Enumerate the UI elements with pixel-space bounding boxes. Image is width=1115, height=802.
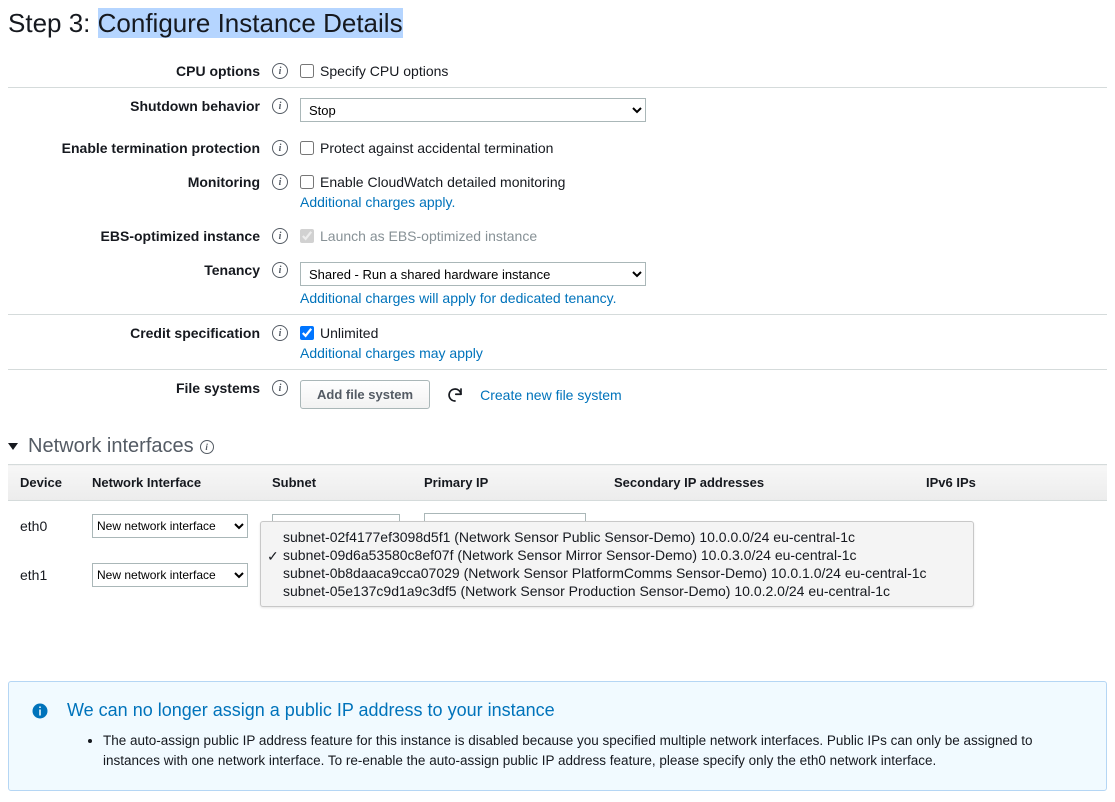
info-icon[interactable]: i (272, 325, 288, 341)
info-circle-icon (31, 702, 49, 720)
public-ip-alert: We can no longer assign a public IP addr… (8, 681, 1107, 791)
cpu-options-checkbox-label: Specify CPU options (320, 63, 448, 79)
termination-checkbox-label: Protect against accidental termination (320, 140, 553, 156)
table-row: eth1 New network interface subnet-02f417… (8, 551, 1107, 599)
create-file-system-link[interactable]: Create new file system (480, 387, 622, 403)
network-interfaces-header[interactable]: Network interfaces i (8, 435, 1107, 458)
subnet-dropdown-list[interactable]: subnet-02f4177ef3098d5f1 (Network Sensor… (260, 521, 974, 607)
monitoring-checkbox-label: Enable CloudWatch detailed monitoring (320, 174, 565, 190)
add-file-system-button[interactable]: Add file system (300, 380, 430, 409)
col-subnet: Subnet (260, 465, 412, 501)
info-icon[interactable]: i (272, 174, 288, 190)
subnet-option[interactable]: ✓subnet-09d6a53580c8ef07f (Network Senso… (261, 546, 973, 564)
col-secondary-ip: Secondary IP addresses (602, 465, 914, 501)
subnet-option[interactable]: subnet-0b8daaca9cca07029 (Network Sensor… (261, 564, 973, 582)
subnet-option-text: subnet-05e137c9d1a9c3df5 (Network Sensor… (283, 583, 890, 599)
title-highlight: Configure Instance Details (98, 8, 403, 38)
tenancy-select[interactable]: Shared - Run a shared hardware instance (300, 262, 646, 286)
monitoring-label: Monitoring (8, 172, 268, 190)
refresh-icon[interactable] (446, 386, 464, 404)
tenancy-charges-link[interactable]: Additional charges will apply for dedica… (300, 290, 1107, 306)
table-header-row: Device Network Interface Subnet Primary … (8, 465, 1107, 501)
tenancy-label: Tenancy (8, 260, 268, 278)
info-icon[interactable]: i (200, 440, 214, 454)
termination-checkbox-row[interactable]: Protect against accidental termination (300, 140, 1107, 156)
ebs-checkbox-label: Launch as EBS-optimized instance (320, 228, 537, 244)
nif-select[interactable]: New network interface (92, 514, 248, 538)
filesystems-label: File systems (8, 378, 268, 396)
credit-checkbox-row[interactable]: Unlimited (300, 325, 1107, 341)
monitoring-checkbox[interactable] (300, 175, 314, 189)
ebs-checkbox-row: Launch as EBS-optimized instance (300, 228, 1107, 244)
subnet-option-text: subnet-02f4177ef3098d5f1 (Network Sensor… (283, 529, 855, 545)
info-icon[interactable]: i (272, 140, 288, 156)
cpu-options-checkbox[interactable] (300, 64, 314, 78)
info-icon[interactable]: i (272, 262, 288, 278)
cpu-options-checkbox-row[interactable]: Specify CPU options (300, 63, 1107, 79)
cpu-options-label: CPU options (8, 61, 268, 79)
info-icon[interactable]: i (272, 228, 288, 244)
ebs-checkbox (300, 229, 314, 243)
title-prefix: Step 3: (8, 8, 98, 38)
subnet-option-text: subnet-09d6a53580c8ef07f (Network Sensor… (283, 547, 857, 563)
col-primary-ip: Primary IP (412, 465, 602, 501)
shutdown-select[interactable]: Stop (300, 98, 646, 122)
subnet-option-text: subnet-0b8daaca9cca07029 (Network Sensor… (283, 565, 927, 581)
credit-checkbox[interactable] (300, 326, 314, 340)
info-icon[interactable]: i (272, 98, 288, 114)
credit-label: Credit specification (8, 323, 268, 341)
check-icon: ✓ (267, 548, 279, 565)
device-cell: eth1 (8, 551, 80, 599)
subnet-option[interactable]: subnet-05e137c9d1a9c3df5 (Network Sensor… (261, 582, 973, 600)
col-device: Device (8, 465, 80, 501)
network-interfaces-table: Device Network Interface Subnet Primary … (8, 464, 1107, 657)
page-title: Step 3: Configure Instance Details (8, 8, 1107, 39)
subnet-option[interactable]: subnet-02f4177ef3098d5f1 (Network Sensor… (261, 528, 973, 546)
info-icon[interactable]: i (272, 63, 288, 79)
termination-checkbox[interactable] (300, 141, 314, 155)
network-interfaces-title: Network interfaces (28, 435, 194, 458)
credit-checkbox-label: Unlimited (320, 325, 378, 341)
info-icon[interactable]: i (272, 380, 288, 396)
monitoring-charges-link[interactable]: Additional charges apply. (300, 194, 1107, 210)
alert-body: The auto-assign public IP address featur… (103, 731, 1088, 772)
nif-select[interactable]: New network interface (92, 563, 248, 587)
credit-charges-link[interactable]: Additional charges may apply (300, 345, 1107, 361)
caret-down-icon (8, 443, 18, 450)
device-cell: eth0 (8, 501, 80, 552)
alert-title: We can no longer assign a public IP addr… (67, 700, 1088, 721)
ebs-label: EBS-optimized instance (8, 226, 268, 244)
col-ipv6: IPv6 IPs (914, 465, 1107, 501)
col-nif: Network Interface (80, 465, 260, 501)
termination-label: Enable termination protection (8, 138, 268, 156)
monitoring-checkbox-row[interactable]: Enable CloudWatch detailed monitoring (300, 174, 1107, 190)
shutdown-label: Shutdown behavior (8, 96, 268, 114)
